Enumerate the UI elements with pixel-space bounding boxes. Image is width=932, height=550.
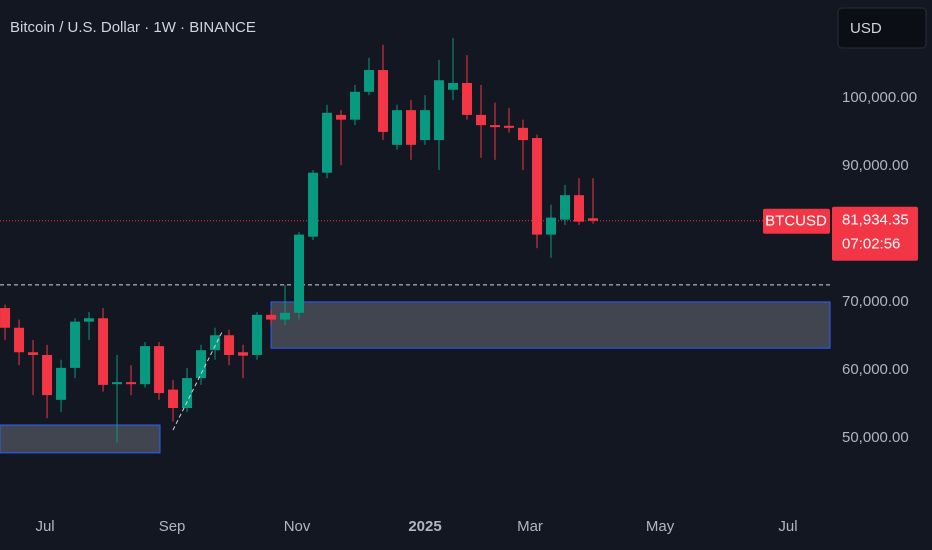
candle-body: [546, 217, 557, 235]
candle-body: [406, 110, 417, 145]
candle-body: [336, 114, 347, 120]
candle-body: [587, 218, 598, 221]
candle-body: [462, 82, 473, 115]
x-tick-label: Mar: [517, 518, 543, 535]
candle-body: [378, 70, 389, 132]
candle-body: [252, 314, 263, 355]
candle-body: [56, 367, 67, 400]
candle-body: [532, 138, 543, 235]
candle-body: [84, 318, 95, 322]
currency-label[interactable]: USD: [850, 20, 882, 37]
candle-body: [154, 346, 165, 394]
price-tag: [832, 206, 918, 261]
candle-body: [559, 195, 570, 220]
zone: [270, 301, 831, 349]
x-tick-label: Sep: [159, 518, 186, 535]
candle-body: [168, 389, 179, 408]
candle-body: [476, 114, 487, 126]
candle-body: [420, 110, 431, 141]
candle-body: [28, 352, 39, 355]
candle-body: [294, 234, 305, 313]
y-tick-label: 70,000.00: [842, 293, 909, 310]
candle-body: [392, 110, 403, 145]
candle-body: [0, 308, 11, 328]
candle-body: [266, 314, 277, 320]
candle-body: [70, 321, 81, 368]
countdown-label: 07:02:56: [842, 236, 900, 253]
candle-body: [364, 70, 375, 92]
x-tick-label: Jul: [35, 518, 54, 535]
candle-body: [210, 335, 221, 351]
candle-body: [42, 354, 53, 396]
symbol-tag: [763, 208, 830, 234]
candle-body: [518, 127, 529, 141]
candle-body: [182, 378, 193, 408]
price-label: 81,934.35: [842, 212, 909, 229]
candle-body: [434, 80, 445, 141]
trend-line: [172, 331, 223, 431]
candle-body: [350, 91, 361, 120]
candle-body: [224, 335, 235, 355]
candle-body: [196, 350, 207, 379]
candle-body: [280, 312, 291, 320]
y-tick-label: 100,000.00: [842, 89, 917, 106]
chart-title: Bitcoin / U.S. Dollar · 1W · BINANCE: [10, 19, 256, 36]
y-tick-label: 90,000.00: [842, 157, 909, 174]
candle-body: [140, 346, 151, 385]
candle-body: [322, 112, 333, 173]
x-tick-label: Jul: [778, 518, 797, 535]
y-tick-label: 60,000.00: [842, 361, 909, 378]
candle-body: [126, 382, 137, 385]
symbol-label: BTCUSD: [765, 213, 827, 230]
x-tick-label: 2025: [408, 518, 441, 535]
candle-body: [504, 125, 515, 128]
candle-body: [112, 382, 123, 385]
candle-body: [238, 352, 249, 356]
candle-body: [573, 195, 584, 222]
candle-body: [98, 318, 109, 385]
x-tick-label: May: [646, 518, 675, 535]
candle-body: [308, 172, 319, 237]
x-tick-label: Nov: [284, 518, 311, 535]
plot-area: [0, 38, 831, 454]
candle-body: [448, 82, 459, 90]
candle-body: [490, 125, 501, 128]
zone: [0, 424, 161, 454]
y-tick-label: 50,000.00: [842, 429, 909, 446]
currency-button[interactable]: [837, 7, 927, 49]
candle-body: [14, 327, 25, 353]
